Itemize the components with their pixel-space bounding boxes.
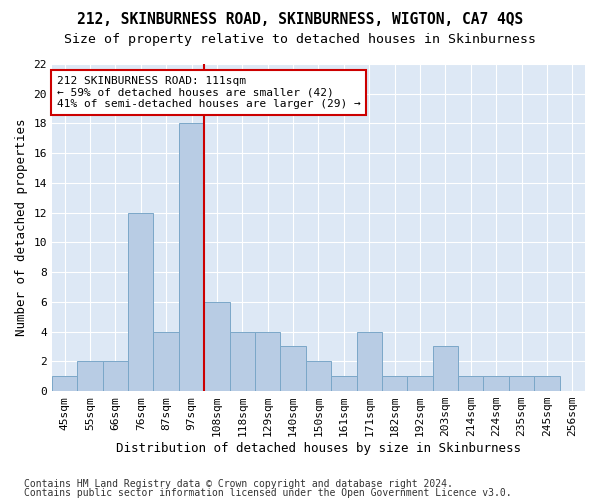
Bar: [433, 346, 458, 391]
Bar: [154, 332, 179, 391]
X-axis label: Distribution of detached houses by size in Skinburness: Distribution of detached houses by size …: [116, 442, 521, 455]
Text: Contains HM Land Registry data © Crown copyright and database right 2024.: Contains HM Land Registry data © Crown c…: [24, 479, 453, 489]
Bar: [356, 332, 382, 391]
Text: 212 SKINBURNESS ROAD: 111sqm
← 59% of detached houses are smaller (42)
41% of se: 212 SKINBURNESS ROAD: 111sqm ← 59% of de…: [57, 76, 361, 109]
Bar: [484, 376, 509, 391]
Bar: [103, 362, 128, 391]
Bar: [204, 302, 230, 391]
Bar: [534, 376, 560, 391]
Y-axis label: Number of detached properties: Number of detached properties: [15, 119, 28, 336]
Text: Contains public sector information licensed under the Open Government Licence v3: Contains public sector information licen…: [24, 488, 512, 498]
Bar: [509, 376, 534, 391]
Bar: [128, 212, 154, 391]
Bar: [179, 124, 204, 391]
Bar: [407, 376, 433, 391]
Bar: [230, 332, 255, 391]
Text: Size of property relative to detached houses in Skinburness: Size of property relative to detached ho…: [64, 32, 536, 46]
Bar: [280, 346, 306, 391]
Bar: [306, 362, 331, 391]
Bar: [52, 376, 77, 391]
Bar: [331, 376, 356, 391]
Bar: [255, 332, 280, 391]
Bar: [382, 376, 407, 391]
Bar: [458, 376, 484, 391]
Bar: [77, 362, 103, 391]
Text: 212, SKINBURNESS ROAD, SKINBURNESS, WIGTON, CA7 4QS: 212, SKINBURNESS ROAD, SKINBURNESS, WIGT…: [77, 12, 523, 28]
